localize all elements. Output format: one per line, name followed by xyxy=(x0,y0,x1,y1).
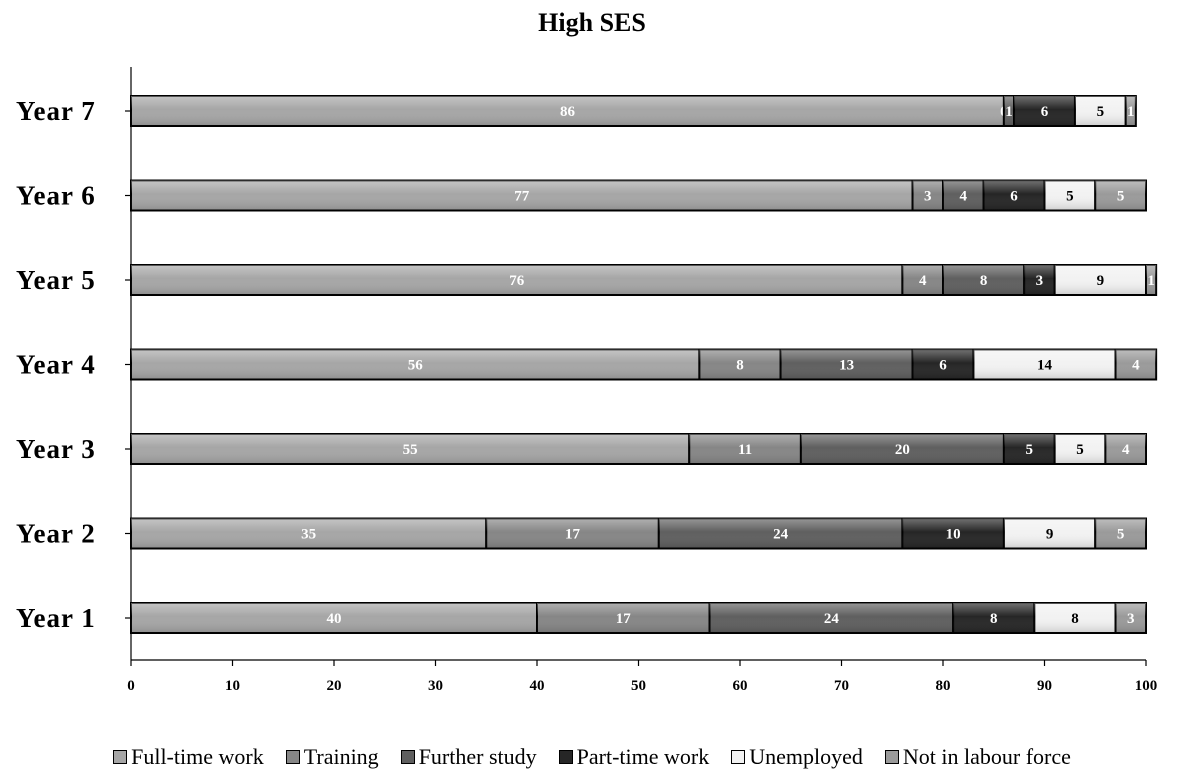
data-label: 3 xyxy=(1036,273,1044,289)
legend-item: Full-time work xyxy=(113,744,264,770)
legend-swatch xyxy=(731,750,746,764)
legend-label: Unemployed xyxy=(749,744,863,769)
bars-layer: 8601651773465576483915681361445511205543… xyxy=(130,95,1158,634)
data-label: 5 xyxy=(1117,527,1125,543)
data-label: 4 xyxy=(1122,442,1130,458)
category-label: Year 3 xyxy=(16,434,96,464)
legend-swatch xyxy=(400,750,415,764)
data-label: 1 xyxy=(1147,273,1155,289)
chart-legend: Full-time work Training Further study Part-… xyxy=(0,742,1184,772)
category-label: Year 4 xyxy=(16,350,96,380)
legend-swatch xyxy=(884,750,899,764)
data-label: 1 xyxy=(1005,104,1013,120)
data-label: 3 xyxy=(1127,611,1135,627)
data-label: 5 xyxy=(1117,189,1125,205)
legend-item: Further study xyxy=(400,744,537,770)
x-tick-label: 70 xyxy=(834,678,849,694)
data-label: 17 xyxy=(565,527,581,543)
data-label: 24 xyxy=(773,527,789,543)
data-label: 77 xyxy=(514,189,530,205)
data-label: 8 xyxy=(990,611,998,627)
data-label: 6 xyxy=(1010,189,1018,205)
data-label: 8 xyxy=(736,358,744,374)
data-label: 76 xyxy=(509,273,525,289)
legend-label: Training xyxy=(303,744,379,769)
data-label: 20 xyxy=(895,442,910,458)
data-label: 10 xyxy=(946,527,961,543)
x-tick-label: 80 xyxy=(936,678,951,694)
data-label: 6 xyxy=(1041,104,1049,120)
data-label: 14 xyxy=(1037,358,1053,374)
x-tick-label: 100 xyxy=(1135,678,1158,694)
x-tick-label: 20 xyxy=(327,678,342,694)
legend-swatch xyxy=(113,750,128,764)
data-label: 35 xyxy=(301,527,316,543)
legend-label: Not in labour force xyxy=(902,744,1071,769)
legend-label: Part-time work xyxy=(576,744,710,769)
data-label: 8 xyxy=(980,273,988,289)
data-label: 5 xyxy=(1026,442,1034,458)
x-tick-label: 10 xyxy=(225,678,240,694)
x-tick-label: 60 xyxy=(733,678,748,694)
category-label: Year 2 xyxy=(16,519,96,549)
legend-item: Training xyxy=(285,744,379,770)
legend-item: Not in labour force xyxy=(884,744,1071,770)
legend-item: Part-time work xyxy=(558,744,710,770)
data-label: 4 xyxy=(1132,358,1140,374)
data-label: 13 xyxy=(839,358,854,374)
x-tick-label: 90 xyxy=(1037,678,1052,694)
data-label: 17 xyxy=(616,611,632,627)
legend-label: Further study xyxy=(418,744,537,769)
data-label: 5 xyxy=(1097,104,1105,120)
category-label: Year 5 xyxy=(16,265,96,295)
axis-layer: 0 10 20 30 40 50 60 70 80 90 100 Year 7 Year 6 Year 5… xyxy=(16,67,1157,694)
data-label: 4 xyxy=(919,273,927,289)
category-label: Year 7 xyxy=(16,96,96,126)
x-tick-label: 40 xyxy=(530,678,545,694)
data-label: 9 xyxy=(1097,273,1105,289)
data-label: 9 xyxy=(1046,527,1054,543)
data-label: 11 xyxy=(738,442,752,458)
category-label: Year 6 xyxy=(16,181,96,211)
category-label: Year 1 xyxy=(16,603,96,633)
data-label: 24 xyxy=(824,611,840,627)
chart-title: High SES xyxy=(538,8,646,37)
legend-swatch xyxy=(285,750,300,764)
data-label: 6 xyxy=(939,358,947,374)
data-label: 8 xyxy=(1071,611,1079,627)
x-tick-label: 0 xyxy=(127,678,135,694)
chart-plot: 0 10 20 30 40 50 60 70 80 90 100 Year 7 Year 6 Year 5… xyxy=(16,67,1158,694)
data-label: 3 xyxy=(924,189,932,205)
data-label: 1 xyxy=(1127,104,1135,120)
data-label: 5 xyxy=(1076,442,1084,458)
legend-label: Full-time work xyxy=(131,744,264,769)
legend-item: Unemployed xyxy=(731,744,863,770)
data-label: 4 xyxy=(960,189,968,205)
data-label: 55 xyxy=(403,442,418,458)
legend-swatch xyxy=(558,750,573,764)
x-tick-label: 30 xyxy=(428,678,443,694)
data-label: 56 xyxy=(408,358,424,374)
data-label: 5 xyxy=(1066,189,1074,205)
x-tick-label: 50 xyxy=(631,678,646,694)
data-label: 86 xyxy=(560,104,576,120)
data-label: 40 xyxy=(327,611,342,627)
